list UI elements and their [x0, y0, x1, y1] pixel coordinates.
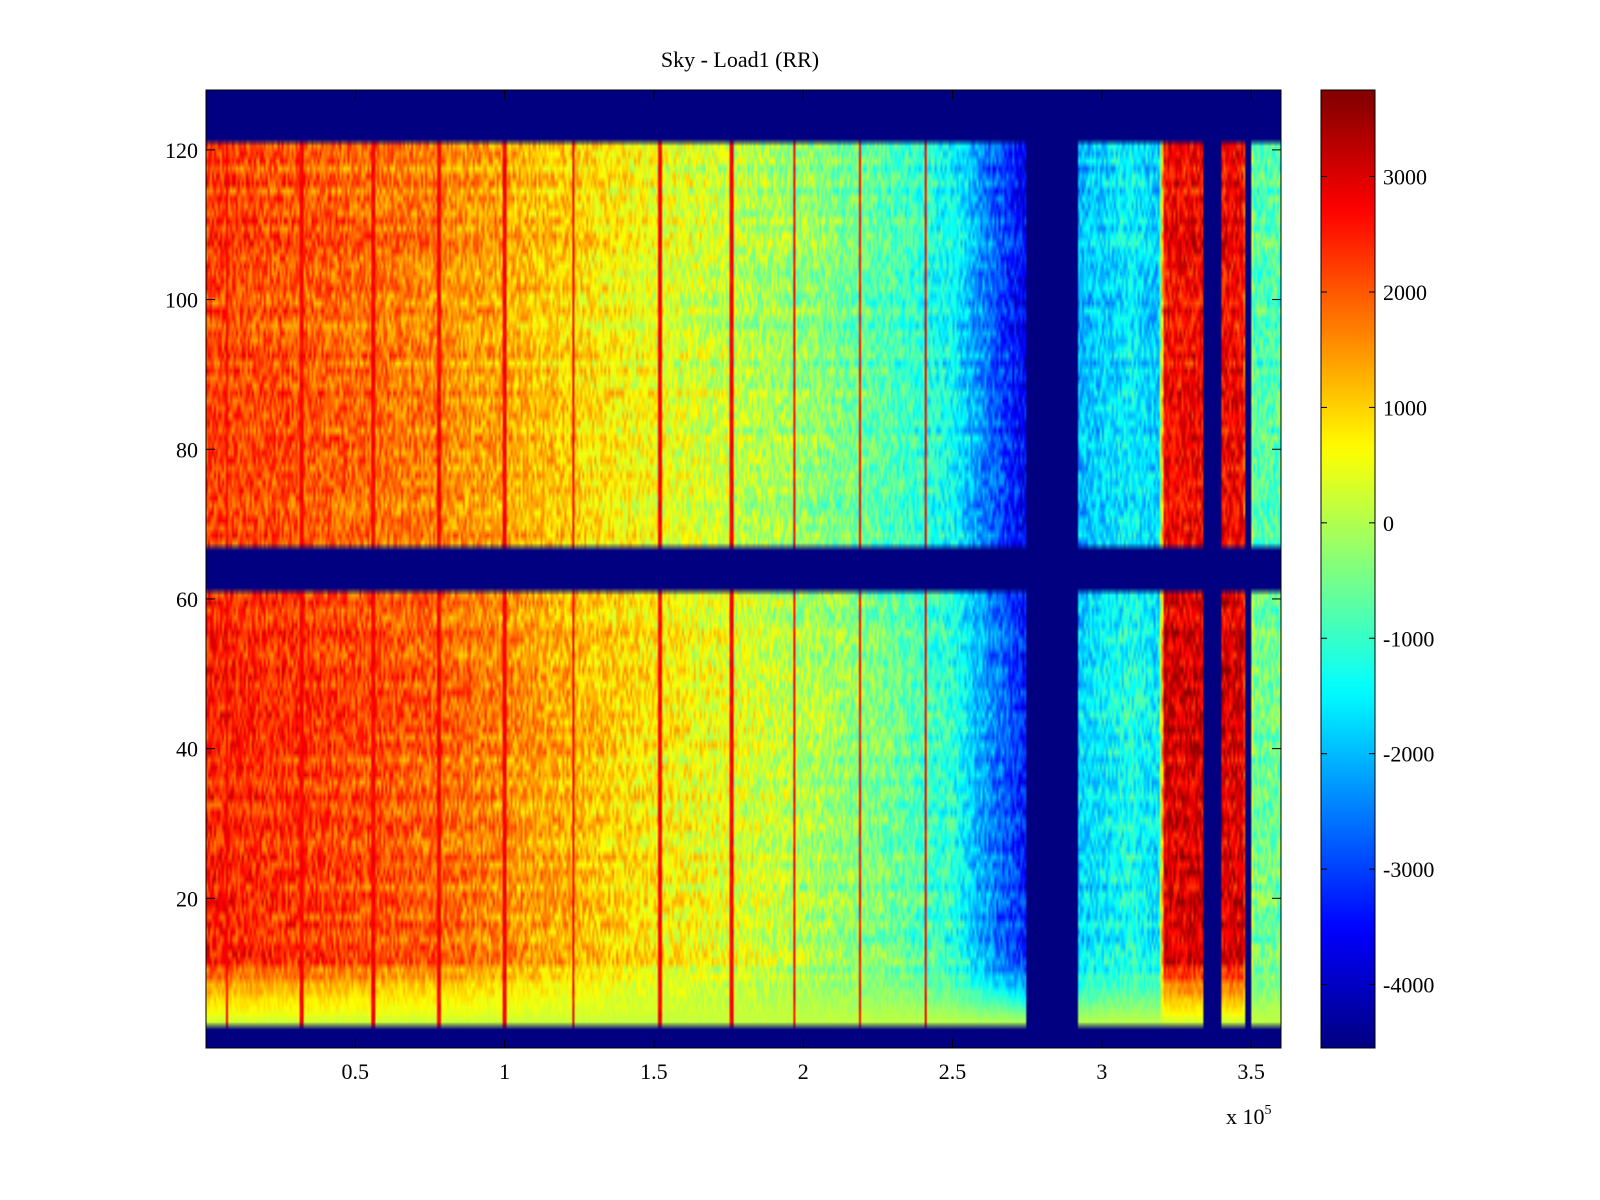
- x-tick-label: 0.5: [342, 1059, 370, 1084]
- colorbar-tick-label: 2000: [1383, 280, 1427, 305]
- colorbar-tick-label: -4000: [1383, 973, 1434, 998]
- colorbar-ticks: 3000 2000 1000 0 -1000 -2000 -3000 -4000: [1321, 165, 1434, 998]
- x-tick-label: 1.5: [640, 1059, 668, 1084]
- colorbar-tick-label: 0: [1383, 511, 1394, 536]
- colorbar-tick-label: 1000: [1383, 395, 1427, 420]
- x-tick-label: 3: [1096, 1059, 1107, 1084]
- x-axis-exponent-base: x 10: [1226, 1104, 1265, 1129]
- y-tick-label: 20: [176, 886, 198, 911]
- heatmap-image: [206, 90, 1281, 1048]
- colorbar: 3000 2000 1000 0 -1000 -2000 -3000 -4000: [1320, 89, 1434, 1049]
- heatmap-plot-area: [205, 89, 1282, 1049]
- chart-title: Sky - Load1 (RR): [661, 47, 819, 72]
- colorbar-tick-label: 3000: [1383, 165, 1427, 190]
- y-tick-label: 60: [176, 587, 198, 612]
- colorbar-image: [1321, 90, 1375, 1048]
- y-axis: 20 40 60 80 100 120: [165, 138, 1281, 911]
- y-tick-label: 100: [165, 288, 198, 313]
- colorbar-tick-label: -2000: [1383, 742, 1434, 767]
- x-tick-label: 1: [499, 1059, 510, 1084]
- x-axis-exponent-power: 5: [1265, 1103, 1272, 1118]
- heatmap-frame: [205, 89, 1282, 1049]
- x-axis: 0.5 1 1.5 2 2.5 3 3.5: [342, 90, 1265, 1084]
- x-tick-label: 2: [798, 1059, 809, 1084]
- y-tick-label: 120: [165, 138, 198, 163]
- x-tick-label: 3.5: [1237, 1059, 1265, 1084]
- colorbar-tick-label: -1000: [1383, 626, 1434, 651]
- colorbar-frame: [1320, 89, 1376, 1049]
- colorbar-tick-label: -3000: [1383, 857, 1434, 882]
- x-axis-exponent: x 105: [1226, 1103, 1272, 1129]
- x-tick-label: 2.5: [939, 1059, 967, 1084]
- y-tick-label: 80: [176, 437, 198, 462]
- y-tick-label: 40: [176, 737, 198, 762]
